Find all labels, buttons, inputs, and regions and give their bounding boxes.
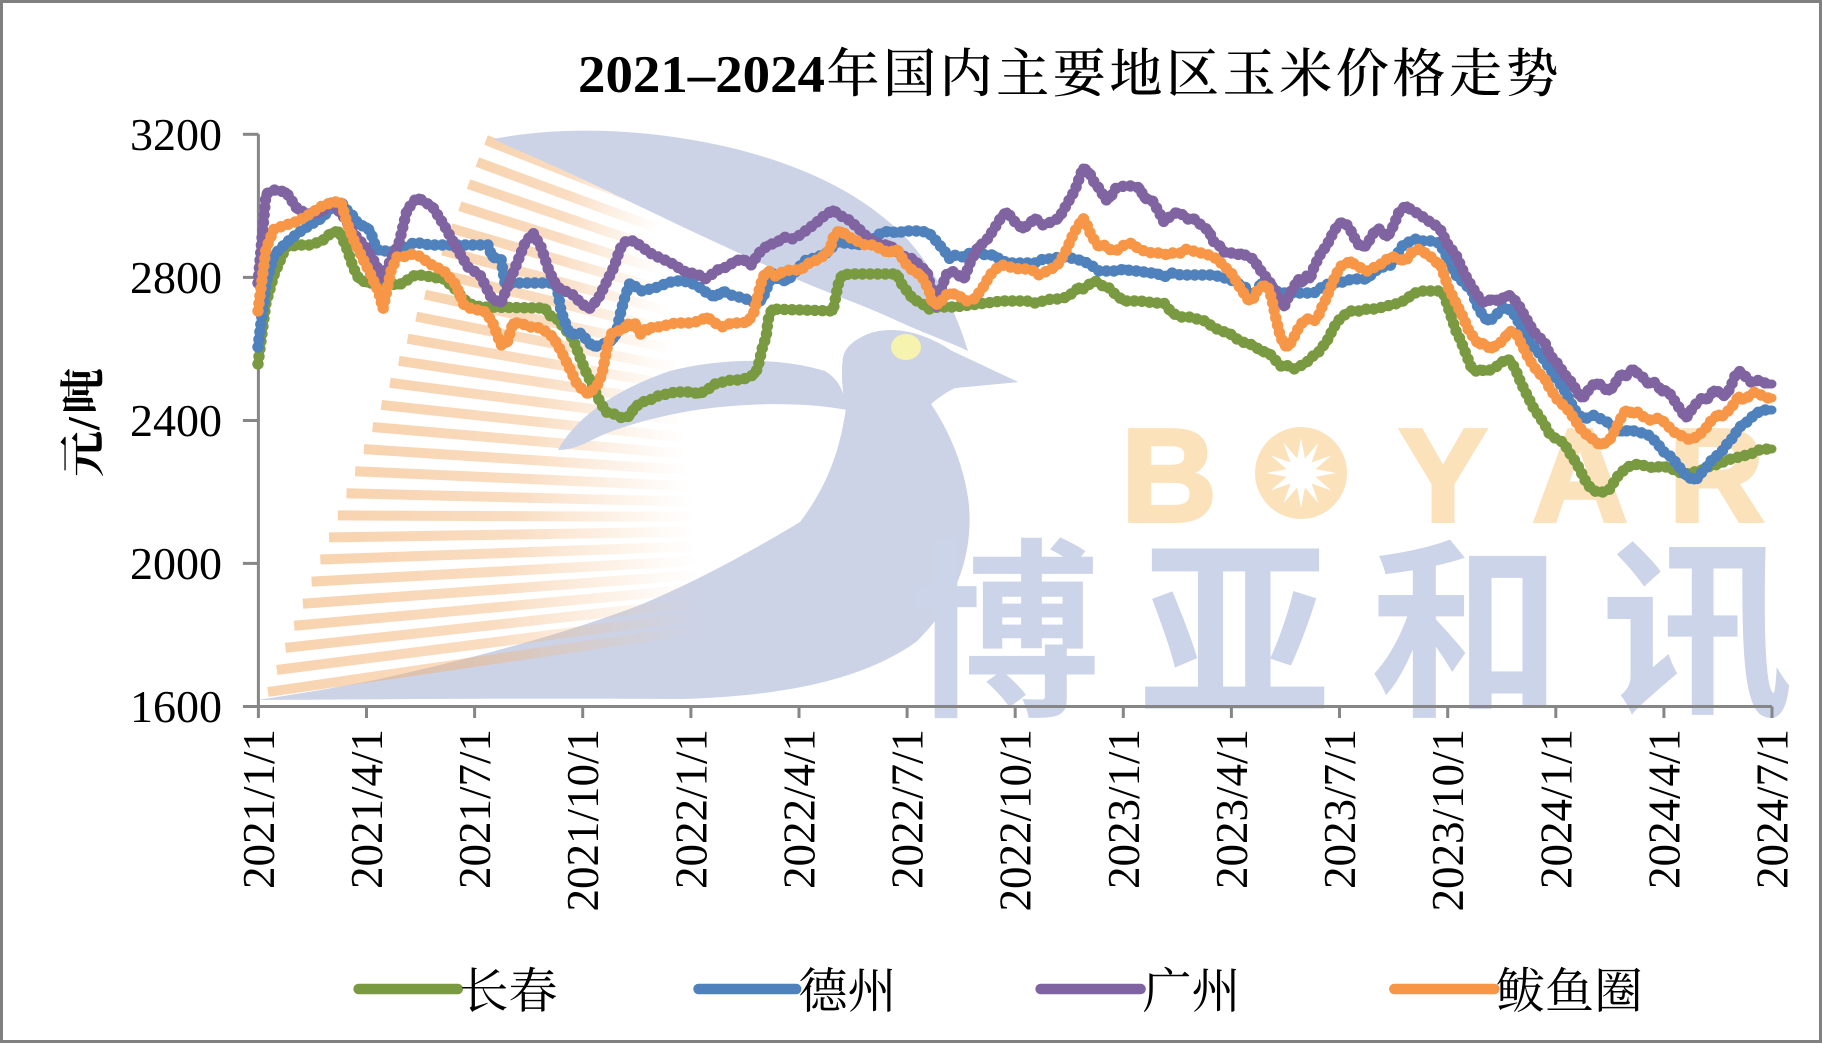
- svg-text:2024/1/1: 2024/1/1: [1531, 729, 1581, 889]
- svg-text:2021/7/1: 2021/7/1: [450, 729, 500, 889]
- svg-text:2023/4/1: 2023/4/1: [1207, 729, 1257, 889]
- svg-text:1600: 1600: [130, 681, 222, 732]
- svg-text:2024/4/1: 2024/4/1: [1639, 729, 1689, 889]
- svg-text:2800: 2800: [130, 252, 222, 303]
- svg-text:B: B: [1121, 402, 1216, 549]
- svg-text:2023/10/1: 2023/10/1: [1423, 729, 1473, 912]
- svg-text:2023/7/1: 2023/7/1: [1315, 729, 1365, 889]
- svg-text:2022/7/1: 2022/7/1: [883, 729, 933, 889]
- svg-text:2000: 2000: [130, 538, 222, 589]
- svg-text:2023/1/1: 2023/1/1: [1099, 729, 1149, 889]
- svg-text:2024/7/1: 2024/7/1: [1748, 729, 1798, 889]
- svg-text:2022/4/1: 2022/4/1: [775, 729, 825, 889]
- svg-text:Y: Y: [1399, 402, 1487, 549]
- svg-text:2021–2024: 2021–2024: [578, 46, 825, 104]
- svg-text:2400: 2400: [130, 395, 222, 446]
- svg-text:2021/10/1: 2021/10/1: [558, 729, 608, 912]
- svg-text:2022/10/1: 2022/10/1: [991, 729, 1041, 912]
- svg-text:2021/1/1: 2021/1/1: [234, 729, 284, 889]
- svg-text:2021/4/1: 2021/4/1: [342, 729, 392, 889]
- svg-text:2022/1/1: 2022/1/1: [666, 729, 716, 889]
- svg-text:3200: 3200: [130, 109, 222, 160]
- svg-text:/: /: [58, 416, 109, 431]
